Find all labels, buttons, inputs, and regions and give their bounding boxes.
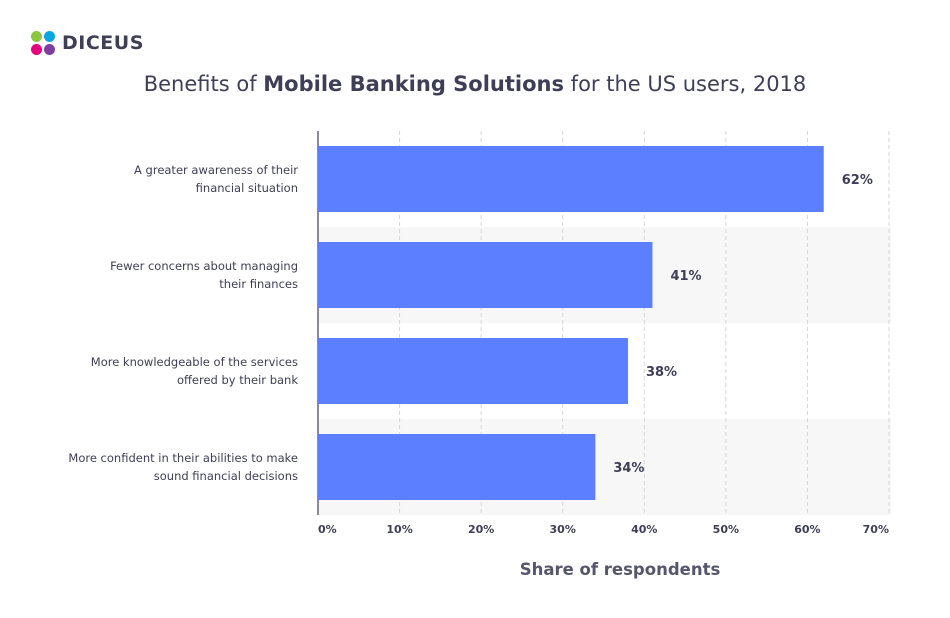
x-tick-label: 40%	[631, 523, 657, 536]
x-tick-label: 20%	[468, 523, 494, 536]
bar	[318, 338, 628, 404]
bar	[318, 434, 596, 500]
value-label: 62%	[842, 173, 873, 188]
brand-name: DICEUS	[62, 32, 144, 54]
x-axis-title: Share of respondents	[519, 560, 721, 579]
category-label: offered by their bank	[177, 373, 298, 387]
chart-title-suffix: for the US users, 2018	[564, 72, 807, 96]
value-label: 38%	[646, 365, 677, 380]
chart-title-prefix: Benefits of	[143, 72, 264, 96]
x-tick-label: 10%	[386, 523, 412, 536]
x-tick-label: 60%	[794, 523, 820, 536]
chart-title: Benefits of Mobile Banking Solutions for…	[0, 72, 950, 96]
x-tick-label: 70%	[863, 523, 889, 536]
bar	[318, 242, 653, 308]
logo[interactable]: DICEUS	[30, 28, 144, 58]
category-label: More knowledgeable of the services	[91, 355, 298, 369]
x-tick-label: 0%	[318, 523, 337, 536]
bar	[318, 146, 824, 212]
category-label: A greater awareness of their	[134, 163, 298, 177]
x-tick-label: 50%	[713, 523, 739, 536]
diceus-logo-icon	[31, 31, 55, 55]
chart-title-bold: Mobile Banking Solutions	[263, 72, 564, 96]
category-label: financial situation	[196, 181, 298, 195]
x-tick-label: 30%	[550, 523, 576, 536]
category-label: Fewer concerns about managing	[110, 259, 298, 273]
value-label: 41%	[670, 269, 701, 284]
value-label: 34%	[613, 461, 644, 476]
category-label: sound financial decisions	[154, 469, 298, 483]
category-label: More confident in their abilities to mak…	[68, 451, 298, 465]
category-label: their finances	[219, 277, 298, 291]
